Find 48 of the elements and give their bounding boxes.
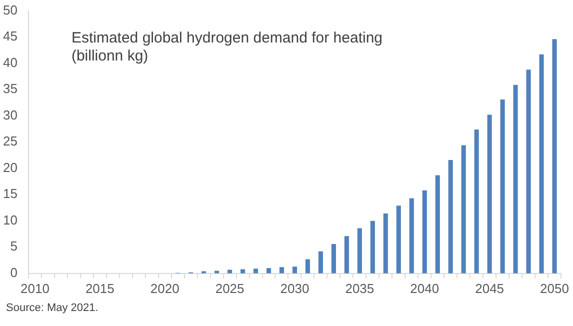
x-tick-label: 2020: [150, 280, 180, 296]
bar: [279, 267, 284, 274]
y-tick-label: 40: [2, 54, 18, 70]
bar: [552, 39, 557, 274]
bar: [383, 214, 388, 274]
x-tick-label: 2010: [20, 280, 50, 296]
x-tick-label: 2045: [475, 280, 504, 296]
bar: [526, 70, 531, 274]
source-note: Source: May 2021.: [6, 302, 98, 314]
x-tick-label: 2040: [410, 280, 440, 296]
bar: [253, 268, 258, 274]
bar: [513, 84, 518, 274]
x-tick-label: 2030: [280, 280, 310, 296]
bar: [500, 100, 505, 274]
bar: [370, 220, 375, 274]
y-tick-label: 5: [10, 238, 18, 254]
bar: [539, 54, 544, 274]
y-tick-label: 30: [2, 107, 18, 122]
bar: [240, 269, 246, 274]
x-tick-label: 2035: [345, 280, 374, 296]
y-tick-label: 25: [2, 134, 18, 149]
bar: [409, 198, 414, 274]
bar: [292, 266, 298, 274]
bar: [228, 270, 232, 274]
y-tick-label: 15: [2, 186, 18, 202]
y-tick-label: 35: [2, 81, 18, 96]
bar: [474, 129, 479, 274]
y-tick-label: 20: [2, 160, 18, 175]
text: Estimated global hydrogen demand for heating (billionn kg): [71, 29, 383, 64]
bar: [344, 236, 349, 274]
y-tick-label: 45: [2, 28, 18, 44]
bar: [357, 228, 362, 274]
y-tick-label: 0: [10, 264, 18, 280]
bar: [266, 268, 272, 274]
bar: [318, 251, 323, 274]
bar: [331, 244, 336, 274]
bar: [461, 145, 466, 274]
bar: [396, 206, 401, 274]
y-tick-label: 50: [2, 2, 18, 18]
x-tick-label: 2025: [215, 280, 244, 296]
bar: [305, 259, 310, 274]
x-tick-label: 2015: [85, 280, 114, 296]
bar: [487, 114, 492, 274]
bar: [435, 175, 440, 274]
y-tick-label: 10: [2, 212, 18, 228]
bar: [448, 160, 453, 274]
bar: [422, 190, 427, 274]
x-tick-label: 2050: [540, 280, 569, 296]
